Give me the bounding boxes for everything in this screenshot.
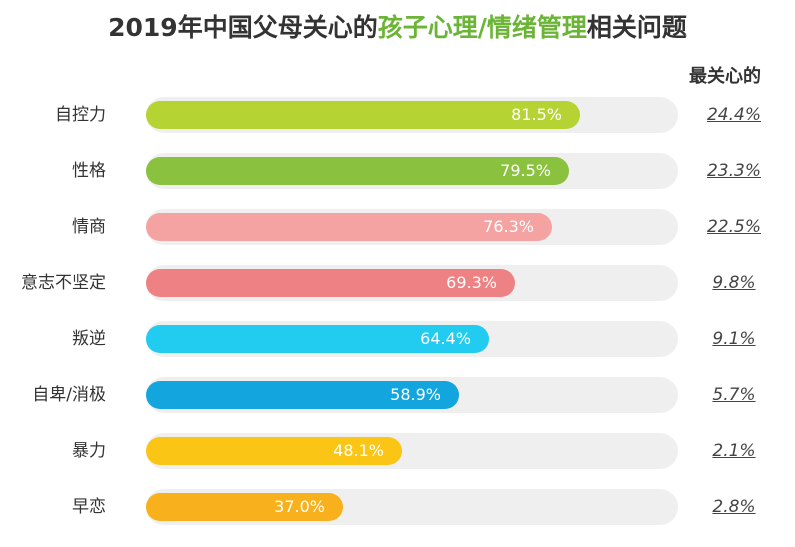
category-label: 早恋 xyxy=(72,497,106,517)
bar-value-label: 81.5% xyxy=(511,105,562,124)
most-concerned-value: 5.7% xyxy=(712,385,756,405)
chart-title-prefix: 2019年中国父母关心的 xyxy=(108,13,378,42)
most-concerned-value: 9.8% xyxy=(712,273,756,293)
most-concerned-value: 9.1% xyxy=(712,329,756,349)
bar-track: 37.0% xyxy=(146,489,678,525)
most-concerned-value: 23.3% xyxy=(706,161,761,181)
most-concerned-value: 2.8% xyxy=(712,497,756,517)
bar: 76.3% xyxy=(146,213,552,241)
bar-value-label: 37.0% xyxy=(274,497,325,516)
bar-row: 暴力 48.1% 2.1% xyxy=(0,433,795,469)
most-concerned-value: 24.4% xyxy=(706,105,761,125)
bar-track: 48.1% xyxy=(146,433,678,469)
bar-row: 自控力 81.5% 24.4% xyxy=(0,97,795,133)
bar-track: 79.5% xyxy=(146,153,678,189)
bar-value-label: 69.3% xyxy=(446,273,497,292)
bar-value-label: 58.9% xyxy=(390,385,441,404)
bar: 58.9% xyxy=(146,381,459,409)
bar-value-label: 79.5% xyxy=(500,161,551,180)
bar-row: 叛逆 64.4% 9.1% xyxy=(0,321,795,357)
category-label: 自卑/消极 xyxy=(32,385,106,405)
chart-title-suffix: 相关问题 xyxy=(586,13,687,42)
bar: 79.5% xyxy=(146,157,569,185)
bar-track: 76.3% xyxy=(146,209,678,245)
bar-value-label: 64.4% xyxy=(420,329,471,348)
bar: 81.5% xyxy=(146,101,580,129)
bar-track: 64.4% xyxy=(146,321,678,357)
bar-row: 性格 79.5% 23.3% xyxy=(0,153,795,189)
category-label: 叛逆 xyxy=(72,329,106,349)
most-concerned-value: 2.1% xyxy=(712,441,756,461)
chart-title: 2019年中国父母关心的孩子心理/情绪管理相关问题 xyxy=(0,8,795,44)
category-label: 暴力 xyxy=(72,441,106,461)
category-label: 情商 xyxy=(72,217,106,237)
bar-row: 早恋 37.0% 2.8% xyxy=(0,489,795,525)
bar: 69.3% xyxy=(146,269,515,297)
bar-track: 81.5% xyxy=(146,97,678,133)
bar: 48.1% xyxy=(146,437,402,465)
most-concerned-value: 22.5% xyxy=(706,217,761,237)
chart-title-highlight: 孩子心理/情绪管理 xyxy=(377,13,587,42)
bar-value-label: 48.1% xyxy=(333,441,384,460)
most-concerned-header: 最关心的 xyxy=(689,66,761,87)
bar-track: 69.3% xyxy=(146,265,678,301)
bar-row: 自卑/消极 58.9% 5.7% xyxy=(0,377,795,413)
category-label: 意志不坚定 xyxy=(21,273,106,293)
bar-track: 58.9% xyxy=(146,377,678,413)
bar-value-label: 76.3% xyxy=(483,217,534,236)
bar: 37.0% xyxy=(146,493,343,521)
bar-row: 情商 76.3% 22.5% xyxy=(0,209,795,245)
category-label: 自控力 xyxy=(55,105,106,125)
category-label: 性格 xyxy=(72,161,106,181)
bar-row: 意志不坚定 69.3% 9.8% xyxy=(0,265,795,301)
bar: 64.4% xyxy=(146,325,489,353)
